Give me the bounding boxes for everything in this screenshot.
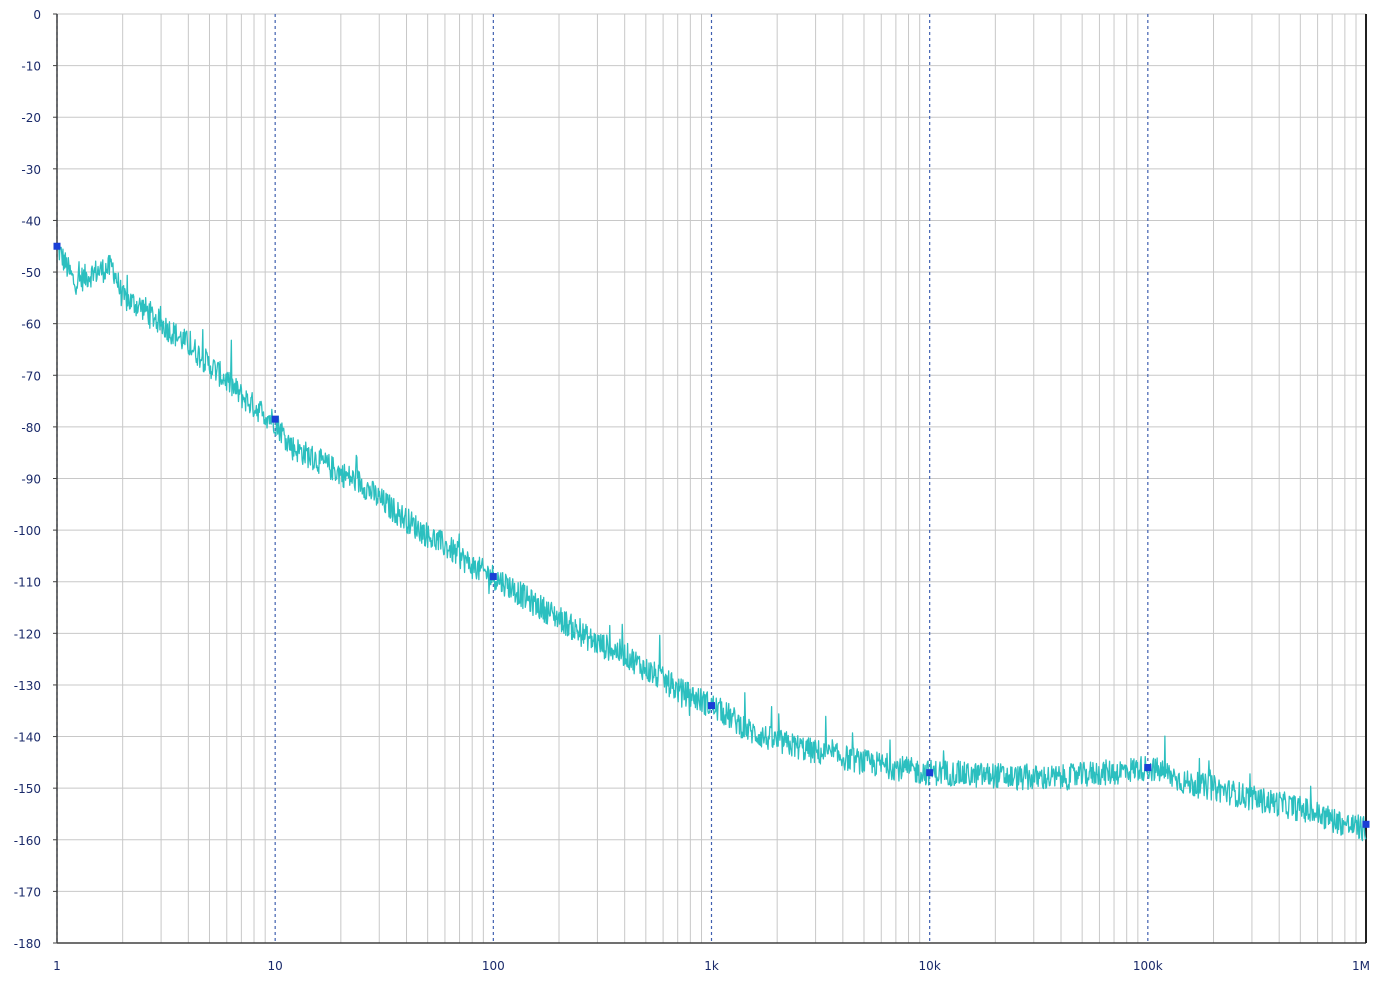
data-point-marker (1362, 820, 1370, 828)
y-tick-label: -170 (14, 885, 41, 899)
y-tick-label: -180 (14, 937, 41, 951)
x-tick-label: 10 (268, 959, 283, 973)
y-tick-label: -70 (21, 369, 41, 383)
y-tick-label: -40 (21, 214, 41, 228)
y-tick-label: -50 (21, 266, 41, 280)
y-tick-label: -160 (14, 834, 41, 848)
grid (56, 13, 1367, 944)
x-tick-label: 10k (919, 959, 941, 973)
series-layer (56, 242, 1367, 842)
x-tick-label: 100 (482, 959, 505, 973)
y-tick-label: -30 (21, 163, 41, 177)
y-tick-label: -150 (14, 782, 41, 796)
y-tick-label: -60 (21, 318, 41, 332)
markers (53, 242, 1370, 828)
data-point-marker (926, 769, 934, 777)
noise-spectrum-series (56, 242, 1367, 842)
y-tick-label: -80 (21, 421, 41, 435)
y-tick-label: -110 (14, 576, 41, 590)
axes (53, 13, 1367, 944)
data-point-marker (708, 702, 715, 710)
x-tick-label: 1 (53, 959, 61, 973)
y-tick-label: -90 (21, 473, 41, 487)
x-tick-label: 1M (1352, 959, 1370, 973)
y-tick-label: -140 (14, 731, 41, 745)
y-tick-label: -10 (21, 60, 41, 74)
data-point-marker (53, 242, 61, 250)
x-tick-label: 100k (1133, 959, 1163, 973)
data-point-marker (1144, 764, 1152, 772)
y-tick-label: 0 (33, 8, 41, 22)
y-tick-label: -100 (14, 524, 41, 538)
data-point-marker (489, 573, 497, 581)
x-tick-label: 1k (704, 959, 719, 973)
y-tick-label: -130 (14, 679, 41, 693)
y-tick-label: -120 (14, 627, 41, 641)
tick-labels: 0 -10 -20 -30 -40 -50 -60 -70 -80 -90 -100 -110 -120… (14, 8, 1370, 973)
y-tick-label: -20 (21, 111, 41, 125)
data-point-marker (271, 415, 279, 423)
